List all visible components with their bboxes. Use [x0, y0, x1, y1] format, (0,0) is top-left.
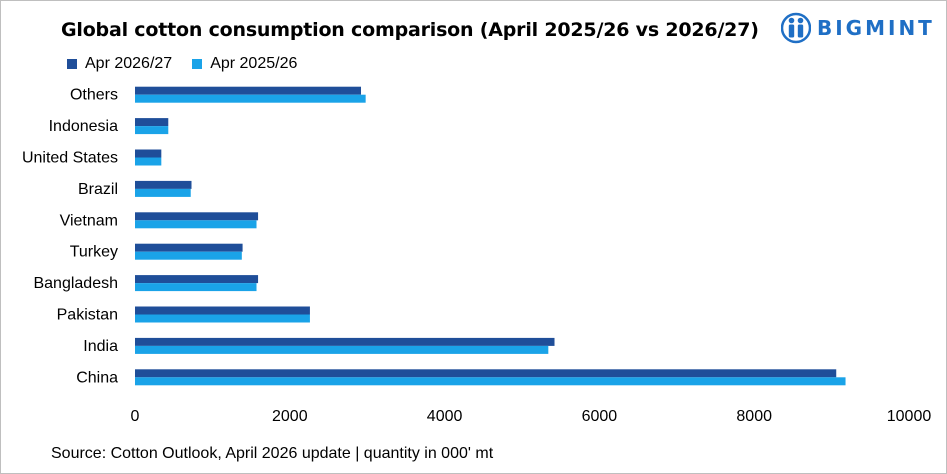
bar-china-series-2	[135, 377, 846, 386]
legend-swatch-2025-26	[192, 59, 203, 69]
source-note: Source: Cotton Outlook, April 2026 updat…	[51, 445, 494, 462]
bar-india-series-2	[135, 345, 549, 354]
category-label: Turkey	[70, 244, 118, 261]
bar-turkey-series-2	[135, 251, 242, 260]
legend-item-2025-26: Apr 2025/26	[192, 55, 297, 73]
bar-brazil-series-1	[135, 180, 192, 189]
category-label: China	[76, 369, 118, 386]
bar-indonesia-series-2	[135, 126, 169, 135]
category-label: United States	[22, 150, 118, 167]
x-tick-label: 4000	[427, 408, 463, 425]
bar-indonesia-series-1	[135, 118, 169, 127]
bar-india-series-1	[135, 337, 555, 346]
category-label: Bangladesh	[33, 275, 118, 292]
category-label: Pakistan	[57, 307, 118, 324]
bar-united-states-series-1	[135, 149, 162, 158]
bar-united-states-series-2	[135, 157, 162, 166]
bar-vietnam-series-2	[135, 220, 257, 229]
category-label: Vietnam	[60, 212, 118, 229]
legend-label-2025-26: Apr 2025/26	[210, 55, 298, 72]
logo-wordmark: BIGMINT	[817, 16, 935, 40]
legend-item-2026-27: Apr 2026/27	[67, 55, 172, 73]
x-tick-label: 2000	[272, 408, 308, 425]
category-label: India	[83, 338, 118, 355]
category-label: Indonesia	[49, 118, 118, 135]
logo-people-icon	[781, 12, 811, 44]
category-label: Others	[70, 87, 118, 104]
legend-swatch-2026-27	[67, 59, 77, 69]
bar-others-series-1	[135, 86, 362, 95]
bar-others-series-2	[135, 94, 366, 103]
bigmint-logo: BIGMINT	[781, 11, 935, 45]
bar-china-series-1	[135, 369, 837, 378]
legend: Apr 2026/27 Apr 2025/26	[67, 55, 297, 73]
bar-brazil-series-2	[135, 188, 191, 197]
bar-turkey-series-1	[135, 243, 243, 252]
bar-bangladesh-series-1	[135, 275, 259, 284]
x-tick-label: 8000	[736, 408, 772, 425]
chart-title: Global cotton consumption comparison (Ap…	[61, 19, 759, 41]
bar-vietnam-series-1	[135, 212, 259, 221]
x-tick-label: 6000	[582, 408, 618, 425]
x-tick-label: 10000	[887, 408, 932, 425]
category-label: Brazil	[78, 181, 118, 198]
bar-chart: Others Indonesia United States Brazil Vietna…	[22, 86, 932, 425]
legend-label-2026-27: Apr 2026/27	[85, 55, 173, 72]
bar-pakistan-series-2	[135, 314, 310, 323]
bar-pakistan-series-1	[135, 306, 310, 315]
x-tick-label: 0	[131, 408, 140, 425]
bar-bangladesh-series-2	[135, 283, 257, 292]
